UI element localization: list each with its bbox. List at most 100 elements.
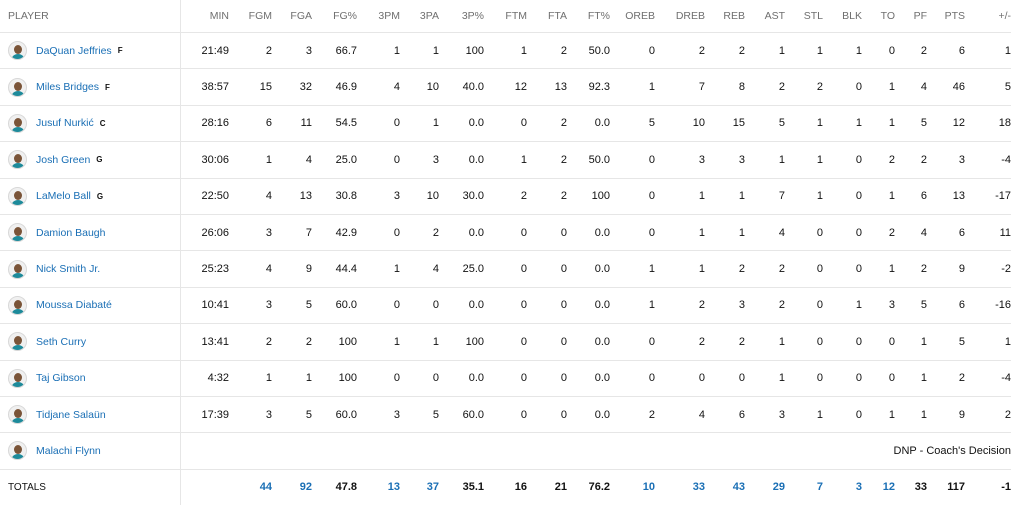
player-headshot-icon[interactable] <box>8 41 27 61</box>
player-name-link[interactable]: LaMelo Ball <box>36 190 91 203</box>
stat-blk[interactable]: 0 <box>823 360 862 397</box>
stat-stl[interactable]: 2 <box>785 68 823 106</box>
stat-reb[interactable]: 6 <box>705 396 745 434</box>
player-headshot-icon[interactable] <box>8 368 27 388</box>
stat-3pa[interactable]: 1 <box>400 323 439 361</box>
stat-fga[interactable]: 7 <box>272 214 312 252</box>
column-header-stat-6[interactable]: 3PA <box>400 0 439 33</box>
stat-stl[interactable]: 1 <box>785 32 823 70</box>
stat-ast[interactable]: 2 <box>745 250 785 288</box>
stat-fga[interactable]: 5 <box>272 396 312 434</box>
player-headshot-icon[interactable] <box>8 332 27 352</box>
stat-3pm[interactable]: 1 <box>357 32 400 70</box>
column-header-stat-15[interactable]: STL <box>785 0 823 33</box>
stat-oreb[interactable]: 1 <box>610 68 655 106</box>
stat-3pa[interactable]: 10 <box>400 68 439 106</box>
stat-dreb[interactable]: 2 <box>655 323 705 361</box>
player-name-link[interactable]: Seth Curry <box>36 335 87 348</box>
stat-to[interactable]: 1 <box>862 396 895 434</box>
stat-fga[interactable]: 5 <box>272 287 312 325</box>
stat-dreb[interactable]: 0 <box>655 360 705 397</box>
stat-stl[interactable]: 1 <box>785 141 823 179</box>
stat-dreb[interactable]: 3 <box>655 141 705 179</box>
stat-to[interactable]: 0 <box>862 323 895 361</box>
stat-3pa[interactable]: 3 <box>400 141 439 179</box>
stat-reb[interactable]: 2 <box>705 323 745 361</box>
stat-3pm[interactable]: 3 <box>357 178 400 215</box>
stat-to[interactable]: 0 <box>862 32 895 70</box>
stat-oreb[interactable]: 5 <box>610 105 655 143</box>
stat-fgm[interactable]: 2 <box>229 32 272 70</box>
stat-oreb[interactable]: 1 <box>610 287 655 325</box>
stat-fga[interactable]: 11 <box>272 105 312 143</box>
stat-fgm[interactable]: 4 <box>229 178 272 215</box>
stat-blk[interactable]: 1 <box>823 32 862 70</box>
stat-dreb[interactable]: 1 <box>655 250 705 288</box>
column-header-stat-11[interactable]: OREB <box>610 0 655 33</box>
stat-fga[interactable]: 13 <box>272 178 312 215</box>
total-dreb[interactable]: 33 <box>692 481 705 494</box>
player-name-link[interactable]: Malachi Flynn <box>36 444 101 457</box>
column-header-player[interactable]: PLAYER <box>0 0 181 33</box>
stat-oreb[interactable]: 0 <box>610 178 655 215</box>
stat-3pa[interactable]: 1 <box>400 32 439 70</box>
column-header-stat-20[interactable]: +/- <box>965 0 1011 33</box>
stat-3pm[interactable]: 0 <box>357 105 400 143</box>
stat-ast[interactable]: 1 <box>745 141 785 179</box>
player-headshot-icon[interactable] <box>8 77 27 97</box>
stat-stl[interactable]: 0 <box>785 360 823 397</box>
stat-stl[interactable]: 1 <box>785 105 823 143</box>
stat-fga[interactable]: 3 <box>272 32 312 70</box>
stat-blk[interactable]: 0 <box>823 323 862 361</box>
player-name-link[interactable]: Jusuf Nurkić <box>36 117 94 130</box>
column-header-stat-1[interactable]: MIN <box>180 0 229 33</box>
player-name-link[interactable]: DaQuan Jeffries <box>36 44 112 57</box>
player-name-link[interactable]: Nick Smith Jr. <box>36 263 101 276</box>
stat-to[interactable]: 2 <box>862 141 895 179</box>
stat-blk[interactable]: 0 <box>823 141 862 179</box>
stat-reb[interactable]: 8 <box>705 68 745 106</box>
stat-ast[interactable]: 2 <box>745 287 785 325</box>
stat-blk[interactable]: 0 <box>823 214 862 252</box>
player-name-link[interactable]: Damion Baugh <box>36 226 106 239</box>
total-fgm[interactable]: 44 <box>259 481 272 494</box>
stat-reb[interactable]: 15 <box>705 105 745 143</box>
column-header-stat-2[interactable]: FGM <box>229 0 272 33</box>
stat-fgm[interactable]: 3 <box>229 214 272 252</box>
stat-dreb[interactable]: 7 <box>655 68 705 106</box>
stat-3pm[interactable]: 3 <box>357 396 400 434</box>
stat-oreb[interactable]: 2 <box>610 396 655 434</box>
stat-ast[interactable]: 1 <box>745 360 785 397</box>
stat-dreb[interactable]: 1 <box>655 214 705 252</box>
stat-to[interactable]: 1 <box>862 68 895 106</box>
player-name-link[interactable]: Taj Gibson <box>36 372 86 385</box>
player-headshot-icon[interactable] <box>8 441 27 461</box>
player-headshot-icon[interactable] <box>8 259 27 279</box>
stat-stl[interactable]: 1 <box>785 178 823 215</box>
stat-fga[interactable]: 1 <box>272 360 312 397</box>
player-headshot-icon[interactable] <box>8 295 27 315</box>
stat-to[interactable]: 2 <box>862 214 895 252</box>
stat-fga[interactable]: 32 <box>272 68 312 106</box>
stat-dreb[interactable]: 2 <box>655 32 705 70</box>
stat-blk[interactable]: 0 <box>823 68 862 106</box>
stat-3pa[interactable]: 1 <box>400 105 439 143</box>
stat-ast[interactable]: 2 <box>745 68 785 106</box>
stat-fga[interactable]: 9 <box>272 250 312 288</box>
stat-to[interactable]: 1 <box>862 105 895 143</box>
stat-to[interactable]: 3 <box>862 287 895 325</box>
stat-3pa[interactable]: 4 <box>400 250 439 288</box>
stat-3pm[interactable]: 0 <box>357 360 400 397</box>
total-ast[interactable]: 29 <box>772 481 785 494</box>
stat-blk[interactable]: 0 <box>823 396 862 434</box>
column-header-stat-18[interactable]: PF <box>895 0 927 33</box>
player-name-link[interactable]: Tidjane Salaün <box>36 408 106 421</box>
stat-3pa[interactable]: 2 <box>400 214 439 252</box>
column-header-stat-17[interactable]: TO <box>862 0 895 33</box>
column-header-stat-19[interactable]: PTS <box>927 0 965 33</box>
total-stl[interactable]: 7 <box>816 481 823 494</box>
total-3pm[interactable]: 13 <box>387 481 400 494</box>
stat-to[interactable]: 1 <box>862 178 895 215</box>
stat-dreb[interactable]: 4 <box>655 396 705 434</box>
column-header-stat-16[interactable]: BLK <box>823 0 862 33</box>
